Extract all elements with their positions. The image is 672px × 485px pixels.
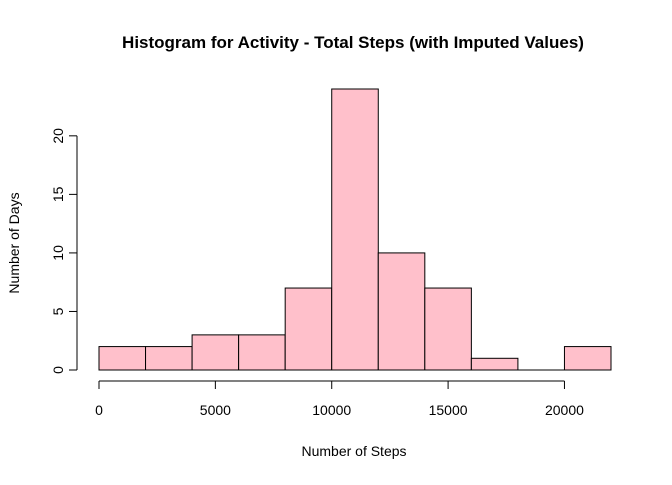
histogram-bar-2 (191, 334, 240, 371)
x-tick-label: 5000 (200, 402, 231, 418)
y-tick-label: 15 (50, 186, 66, 202)
histogram-bar-0 (98, 346, 147, 371)
x-axis: 0 5000 10000 15000 20000 (95, 380, 584, 418)
histogram-bar-5 (331, 88, 379, 371)
histogram-bar-3 (238, 334, 286, 371)
chart-title: Histogram for Activity - Total Steps (wi… (122, 33, 584, 52)
x-axis-label: Number of Steps (301, 443, 406, 459)
histogram-bar-1 (145, 346, 193, 371)
y-tick-label: 10 (50, 245, 66, 261)
y-tick-label: 5 (50, 307, 66, 315)
histogram-bar-7 (424, 287, 472, 371)
y-axis: 0 5 10 15 20 (50, 128, 78, 374)
x-tick-label: 15000 (429, 402, 468, 418)
histogram-bar-8 (470, 357, 519, 371)
x-tick-label: 20000 (545, 402, 584, 418)
y-axis-label: Number of Days (6, 192, 22, 293)
histogram-bar-6 (377, 252, 426, 371)
y-tick-label: 0 (50, 366, 66, 374)
y-tick-label: 20 (50, 128, 66, 144)
x-tick-label: 10000 (312, 402, 351, 418)
histogram-bar-4 (284, 287, 333, 371)
histogram-bar-10 (563, 346, 612, 371)
bars-group (98, 88, 612, 371)
x-tick-label: 0 (95, 402, 103, 418)
